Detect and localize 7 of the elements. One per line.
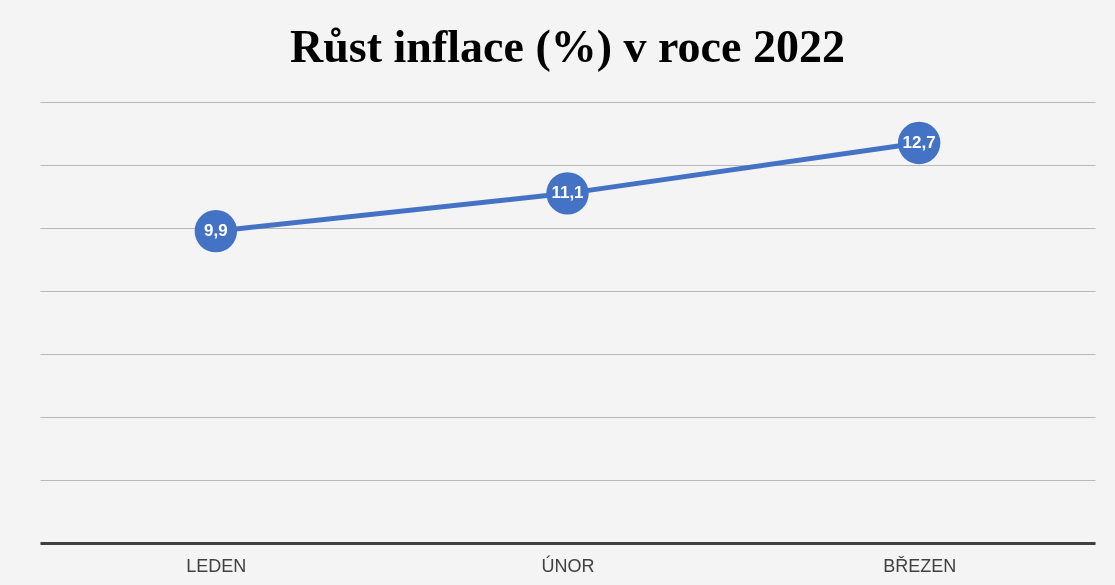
data-label: 9,9 [204, 221, 228, 241]
x-tick-label: BŘEZEN [883, 555, 957, 576]
data-label: 11,1 [551, 183, 584, 203]
data-label: 12,7 [902, 132, 936, 152]
chart-title: Růst inflace (%) v roce 2022 [290, 21, 845, 72]
x-tick-label: ÚNOR [541, 554, 595, 576]
x-tick-label: LEDEN [186, 555, 247, 576]
